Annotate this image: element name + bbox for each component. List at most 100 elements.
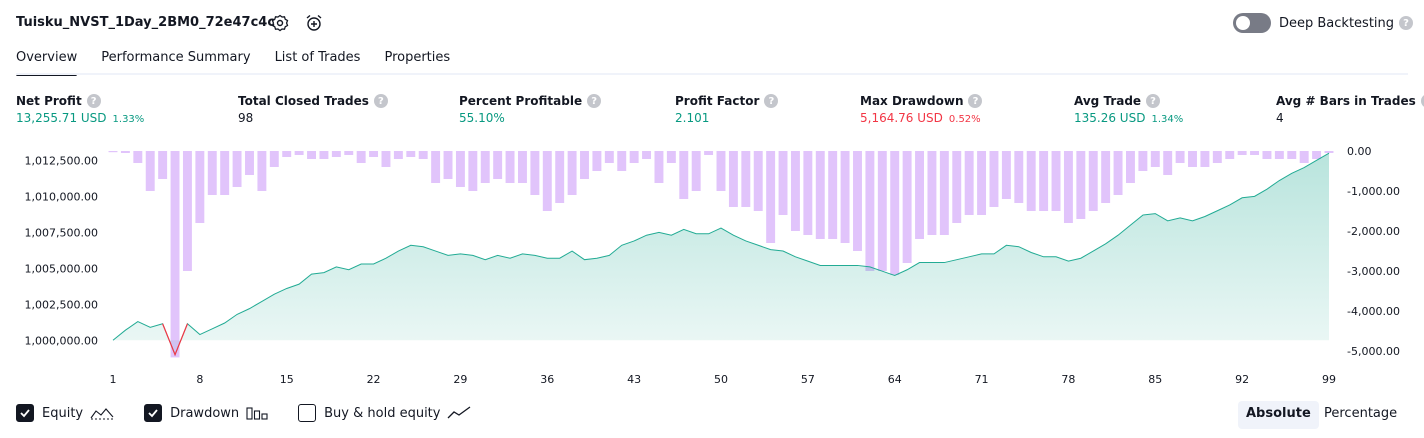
right-axis-tick-label: -2,000.00 [1347, 225, 1400, 238]
metric-value: 135.26 USD [1074, 111, 1146, 125]
drawdown-bar [691, 151, 701, 191]
drawdown-bar [530, 151, 540, 195]
absolute-scale-button[interactable]: Absolute [1238, 401, 1319, 429]
info-icon[interactable]: ? [587, 94, 602, 108]
deep-backtesting-toggle-group: Deep Backtesting ? [1233, 13, 1414, 33]
drawdown-bars-icon [246, 407, 268, 420]
settings-icon[interactable] [269, 12, 291, 34]
drawdown-bar [1274, 151, 1284, 159]
buy-hold-checkbox[interactable] [298, 404, 317, 422]
drawdown-bar [431, 151, 441, 183]
drawdown-bar [803, 151, 813, 235]
info-icon[interactable]: ? [86, 94, 101, 108]
drawdown-bar [865, 151, 875, 271]
metric-label: Total Closed Trades [238, 94, 369, 108]
drawdown-bar [1088, 151, 1098, 211]
tab-performance-summary[interactable]: Performance Summary [101, 50, 251, 65]
drawdown-checkbox[interactable] [144, 404, 163, 422]
left-axis-tick-label: 1,010,000.00 [25, 190, 98, 203]
drawdown-bar [1051, 151, 1061, 211]
legend-label: Drawdown [170, 405, 240, 421]
chart-legend: Equity Drawdown Buy & hold equity [16, 404, 501, 422]
alarm-clock-plus-icon[interactable] [303, 12, 325, 34]
drawdown-bar [1001, 151, 1011, 199]
drawdown-bar [766, 151, 776, 243]
legend-equity[interactable]: Equity [16, 404, 114, 422]
strategy-title: Tuisku_NVST_1Day_2BM0_72e47c4c [16, 15, 276, 30]
drawdown-bar [902, 151, 912, 263]
drawdown-bar [1101, 151, 1111, 203]
x-axis-tick-label: 99 [1322, 373, 1336, 386]
drawdown-bar [294, 151, 304, 155]
drawdown-bar [1175, 151, 1185, 163]
info-icon[interactable]: ? [373, 94, 388, 108]
drawdown-bar [952, 151, 962, 223]
drawdown-bar [455, 151, 465, 187]
info-icon[interactable]: ? [764, 94, 779, 108]
drawdown-bar [1262, 151, 1272, 159]
metric-label: Avg Trade [1074, 94, 1142, 108]
x-axis-tick-label: 43 [627, 373, 641, 386]
drawdown-bar [1138, 151, 1148, 171]
tab-properties[interactable]: Properties [384, 50, 451, 65]
drawdown-bar [939, 151, 949, 235]
drawdown-bar [1299, 151, 1309, 163]
drawdown-bar [1225, 151, 1235, 159]
left-axis-tick-label: 1,012,500.00 [25, 154, 98, 167]
drawdown-bar [1150, 151, 1160, 167]
x-axis-tick-label: 8 [196, 373, 203, 386]
drawdown-bar [369, 151, 379, 157]
tab-list-of-trades[interactable]: List of Trades [274, 50, 361, 65]
drawdown-bar [269, 151, 279, 167]
drawdown-bar [1076, 151, 1086, 219]
drawdown-bar [753, 151, 763, 211]
drawdown-bar [319, 151, 329, 159]
help-icon[interactable]: ? [1399, 16, 1414, 30]
legend-drawdown[interactable]: Drawdown [144, 404, 268, 422]
drawdown-bar [542, 151, 552, 211]
percentage-scale-button[interactable]: Percentage [1324, 406, 1398, 421]
left-axis-tick-label: 1,000,000.00 [25, 334, 98, 347]
drawdown-bar [418, 151, 428, 159]
metric-value: 2.101 [675, 111, 710, 125]
drawdown-bar [344, 151, 354, 155]
drawdown-bar [1163, 151, 1173, 175]
x-axis-tick-label: 29 [453, 373, 467, 386]
deep-backtesting-toggle[interactable] [1233, 13, 1271, 33]
buy-hold-line-icon [448, 406, 471, 419]
drawdown-bar [220, 151, 230, 195]
drawdown-bar [356, 151, 366, 163]
info-icon[interactable]: ? [1420, 94, 1424, 108]
drawdown-bar [915, 151, 924, 239]
legend-buy-hold-equity[interactable]: Buy & hold equity [298, 404, 471, 422]
info-icon[interactable]: ? [968, 94, 983, 108]
drawdown-bar [1113, 151, 1123, 195]
metric-net-profit: Net Profit? 13,255.71 USD 1.33% [16, 94, 144, 125]
drawdown-bar [133, 151, 143, 163]
drawdown-bar [443, 151, 453, 179]
equity-area [113, 153, 1329, 355]
metric-avg-trade: Avg Trade? 135.26 USD 1.34% [1074, 94, 1183, 125]
equity-line-icon [90, 408, 114, 420]
metric-percent: 1.33% [112, 114, 145, 125]
drawdown-bar [704, 151, 714, 155]
metric-value: 98 [238, 111, 254, 125]
info-icon[interactable]: ? [1146, 94, 1161, 108]
toggle-knob [1236, 16, 1250, 30]
equity-checkbox[interactable] [16, 404, 34, 422]
metric-percent: 1.34% [1151, 114, 1184, 125]
drawdown-bar [120, 151, 130, 153]
drawdown-bar [840, 151, 850, 243]
drawdown-bar [890, 151, 900, 275]
drawdown-bar [1250, 151, 1260, 155]
equity-line [112, 152, 1330, 357]
drawdown-bar [778, 151, 788, 215]
x-axis-tick-label: 92 [1235, 373, 1249, 386]
metric-percent: 0.52% [948, 114, 981, 125]
drawdown-bar [580, 151, 589, 179]
equity-drawdown-chart[interactable]: 1,000,000.00 1,002,500.00 1,005,000.00 1,00… [0, 142, 1424, 397]
metric-value: 4 [1276, 111, 1284, 125]
drawdown-bar [505, 151, 515, 183]
tab-overview[interactable]: Overview [16, 46, 78, 76]
drawdown-bar [1324, 151, 1334, 153]
